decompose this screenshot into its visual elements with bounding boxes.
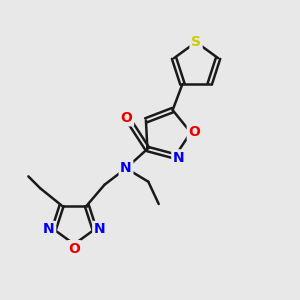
Text: O: O xyxy=(121,111,133,125)
Text: O: O xyxy=(68,242,80,256)
Text: N: N xyxy=(43,222,55,236)
Text: N: N xyxy=(120,161,132,175)
Text: N: N xyxy=(94,222,105,236)
Text: N: N xyxy=(173,151,184,165)
Text: O: O xyxy=(188,125,200,140)
Text: S: S xyxy=(191,35,201,49)
